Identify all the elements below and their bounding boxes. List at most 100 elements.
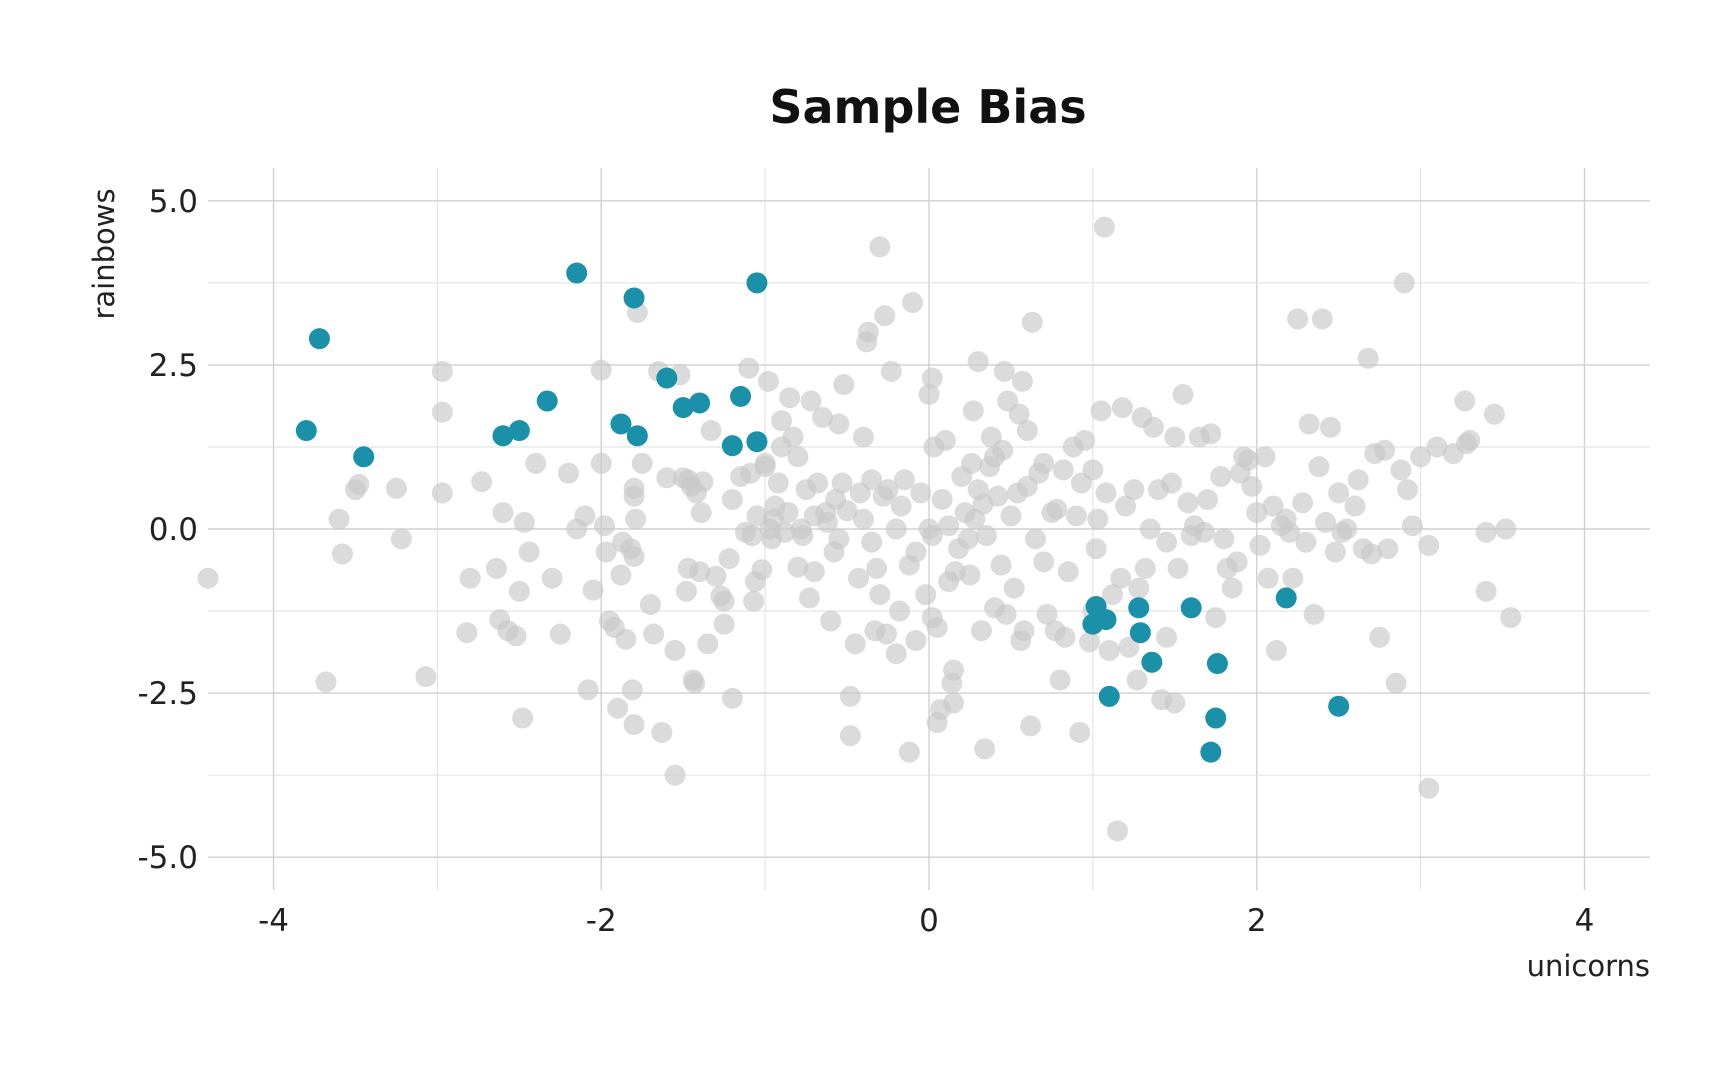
background-point <box>1426 436 1448 458</box>
background-point <box>1298 413 1320 435</box>
background-point <box>1003 577 1025 599</box>
background-point <box>852 508 874 530</box>
background-point <box>1156 626 1178 648</box>
highlighted-point <box>295 420 317 442</box>
background-point <box>787 556 809 578</box>
background-point <box>631 452 653 474</box>
highlighted-points <box>295 262 1350 763</box>
background-point <box>1308 456 1330 478</box>
background-point <box>1025 528 1047 550</box>
background-point <box>1161 472 1183 494</box>
background-point <box>995 603 1017 625</box>
background-point <box>807 472 829 494</box>
background-point <box>590 452 612 474</box>
background-point <box>1454 390 1476 412</box>
background-point <box>898 741 920 763</box>
x-tick-label: 2 <box>1247 903 1267 939</box>
background-point <box>1156 531 1178 553</box>
background-point <box>1357 347 1379 369</box>
background-point <box>1087 508 1109 530</box>
background-point <box>869 236 891 258</box>
background-point <box>757 370 779 392</box>
background-point <box>839 725 861 747</box>
background-point <box>1226 551 1248 573</box>
background-point <box>1079 631 1101 653</box>
highlighted-point <box>1095 609 1117 631</box>
background-point <box>774 521 796 543</box>
background-point <box>798 587 820 609</box>
y-tick-label: -2.5 <box>138 676 199 712</box>
background-point <box>505 625 527 647</box>
background-point <box>1111 397 1133 419</box>
background-point <box>623 477 645 499</box>
background-point <box>328 508 350 530</box>
background-point <box>1279 521 1300 543</box>
highlighted-point <box>610 413 632 435</box>
background-point <box>934 429 956 451</box>
background-point <box>848 567 870 589</box>
background-point <box>1319 416 1341 438</box>
highlighted-point <box>492 425 514 447</box>
background-point <box>1057 561 1079 583</box>
background-point <box>697 633 719 655</box>
background-point <box>1102 584 1124 606</box>
background-point <box>390 528 412 550</box>
highlighted-point <box>308 328 330 350</box>
background-point <box>1287 308 1309 330</box>
background-point <box>1221 577 1243 599</box>
background-point <box>771 410 793 432</box>
background-point <box>852 426 874 448</box>
background-point <box>1128 577 1150 599</box>
background-point <box>792 525 814 547</box>
highlighted-point <box>1275 587 1297 609</box>
highlighted-point <box>566 262 588 284</box>
background-point <box>623 546 645 568</box>
background-point <box>839 685 861 707</box>
background-point <box>902 292 924 314</box>
background-point <box>1013 620 1035 642</box>
background-point <box>921 367 943 389</box>
background-point <box>1396 479 1418 501</box>
background-point <box>615 628 637 650</box>
x-tick-label: -2 <box>586 903 617 939</box>
highlighted-point <box>1180 597 1202 619</box>
y-tick-label: -5.0 <box>138 840 199 876</box>
background-point <box>1246 502 1268 524</box>
background-point <box>1369 626 1391 648</box>
background-point <box>1500 607 1522 629</box>
background-point <box>471 471 493 493</box>
background-point <box>893 469 915 491</box>
background-point <box>992 439 1014 461</box>
background-point <box>415 666 437 688</box>
background-point <box>767 472 789 494</box>
x-tick-label: 4 <box>1575 903 1595 939</box>
background-point <box>689 561 711 583</box>
background-point <box>574 505 596 527</box>
background-point <box>1164 426 1186 448</box>
background-point <box>1347 469 1369 491</box>
background-point <box>1134 557 1156 579</box>
background-point <box>558 462 579 484</box>
y-axis-label: rainbows <box>87 188 121 319</box>
background-point <box>1172 383 1194 405</box>
background-point <box>1074 429 1096 451</box>
highlighted-point <box>672 397 694 419</box>
background-point <box>961 452 983 474</box>
background-point <box>1033 452 1055 474</box>
background-point <box>800 390 822 412</box>
highlighted-point <box>1098 685 1120 707</box>
background-point <box>1167 557 1189 579</box>
background-point <box>820 610 842 632</box>
background-point <box>987 485 1009 507</box>
background-point <box>803 561 825 583</box>
background-point <box>1295 531 1317 553</box>
background-point <box>967 351 989 373</box>
highlighted-point <box>1205 707 1227 729</box>
highlighted-point <box>1129 622 1151 644</box>
background-point <box>874 305 896 327</box>
background-point <box>1418 534 1440 556</box>
background-point <box>594 515 616 537</box>
y-tick-label: 0.0 <box>149 512 198 548</box>
background-point <box>1205 607 1227 629</box>
background-point <box>1336 518 1358 540</box>
